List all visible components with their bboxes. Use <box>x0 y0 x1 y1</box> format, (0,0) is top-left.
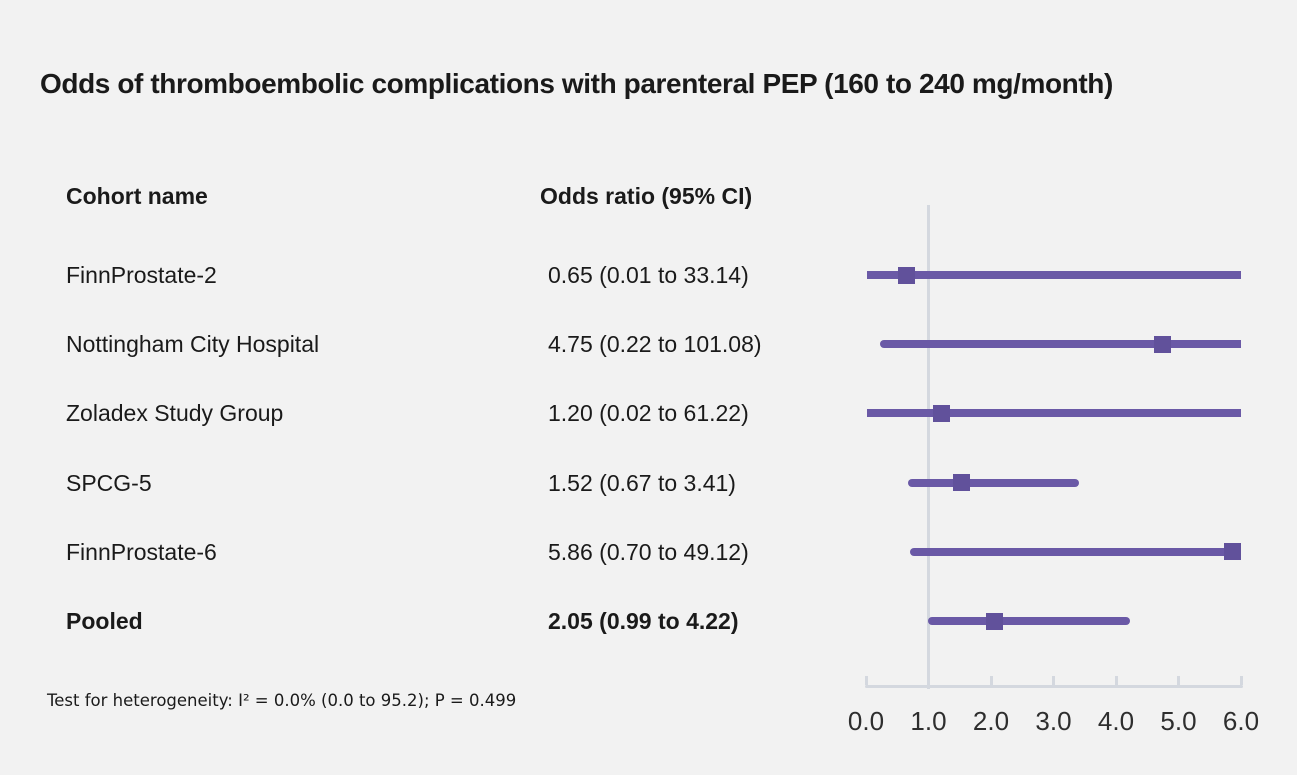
or-ci-value: 1.52 (0.67 to 3.41) <box>548 469 736 496</box>
or-ci-value: 5.86 (0.70 to 49.12) <box>548 538 749 565</box>
axis-tick <box>927 676 930 685</box>
ci-line <box>927 617 1130 625</box>
cohort-label: Nottingham City Hospital <box>66 331 320 358</box>
ci-line <box>866 271 1241 279</box>
cohort-label: FinnProstate-2 <box>66 262 217 288</box>
axis-tick <box>1177 676 1180 685</box>
or-ci-value: 2.05 (0.99 to 4.22) <box>548 608 739 634</box>
cohort-label: SPCG-5 <box>66 469 152 496</box>
cohort-column-header: Cohort name <box>66 183 208 209</box>
or-ci-value: 0.65 (0.01 to 33.14) <box>548 262 749 288</box>
axis-tick-label: 4.0 <box>1097 706 1135 736</box>
or-marker <box>952 474 970 492</box>
or-marker <box>898 266 916 284</box>
ci-line <box>909 547 1241 556</box>
odds-ratio-column-header: Odds ratio (95% CI) <box>540 183 753 209</box>
axis-tick <box>1052 676 1055 685</box>
axis-tick-label: 2.0 <box>972 706 1010 736</box>
reference-line <box>927 205 930 689</box>
axis-baseline <box>864 685 1243 688</box>
or-marker <box>1223 543 1241 561</box>
or-marker <box>985 612 1003 630</box>
axis-tick-label: 0.0 <box>847 706 885 736</box>
axis-tick-label: 1.0 <box>910 706 947 736</box>
axis-tick <box>864 676 868 685</box>
figure-title: Odds of thromboembolic complications wit… <box>40 68 1113 99</box>
or-ci-value: 1.20 (0.02 to 61.22) <box>548 400 749 427</box>
axis-tick-label: 6.0 <box>1222 706 1260 736</box>
or-ci-value: 4.75 (0.22 to 101.08) <box>548 331 762 358</box>
heterogeneity-footnote: Test for heterogeneity: I² = 0.0% (0.0 t… <box>47 691 517 710</box>
cohort-label: Zoladex Study Group <box>66 400 284 427</box>
cohort-label: FinnProstate-6 <box>66 538 217 565</box>
ci-line <box>867 409 1241 418</box>
or-marker <box>1154 335 1172 353</box>
ci-line <box>907 478 1080 487</box>
axis-tick <box>1239 676 1243 685</box>
ci-line <box>879 340 1241 349</box>
axis-tick <box>1114 676 1118 685</box>
axis-tick-label: 5.0 <box>1160 706 1197 736</box>
axis-tick <box>989 676 993 685</box>
or-marker <box>932 404 950 422</box>
cohort-label: Pooled <box>66 608 143 634</box>
axis-tick-label: 3.0 <box>1035 706 1072 736</box>
